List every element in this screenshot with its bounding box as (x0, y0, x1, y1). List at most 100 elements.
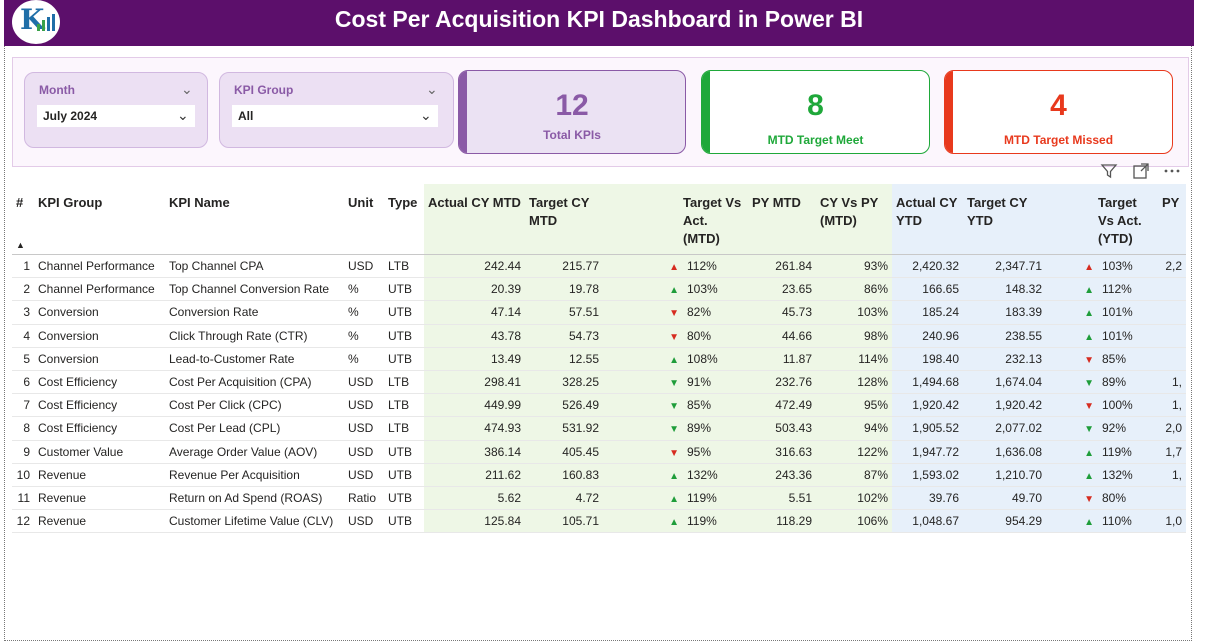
table-row[interactable]: 1 Channel Performance Top Channel CPA USD LT… (12, 254, 1186, 279)
month-dropdown[interactable]: July 2024 ⌄ (37, 105, 195, 127)
cell-tgt-mtd: 405.45 (525, 440, 603, 464)
cell-py-mtd: 45.73 (748, 300, 816, 325)
cell-act-mtd: 242.44 (424, 254, 525, 279)
col-header-actual-cy-ytd[interactable]: Actual CY YTD (892, 184, 963, 255)
col-header-kpi-group[interactable]: KPI Group (34, 184, 165, 255)
arrow-up-icon: ▲ (1084, 285, 1094, 297)
table-row[interactable]: 9 Customer Value Average Order Value (AOV)… (12, 440, 1186, 464)
cell-py-mtd: 118.29 (748, 509, 816, 534)
cell-n: 8 (12, 416, 34, 441)
col-header-kpi-name[interactable]: KPI Name (165, 184, 344, 255)
cell-target-vs-act-ytd: ▼ 100% (1046, 393, 1158, 418)
col-header-index[interactable]: # ▲ (12, 184, 34, 255)
col-header-py[interactable]: PY (1158, 184, 1186, 255)
cell-group: Revenue (34, 509, 165, 534)
chevron-down-icon[interactable]: ⌄ (420, 107, 432, 123)
cell-cy-py: 87% (816, 463, 892, 487)
page-title: Cost Per Acquisition KPI Dashboard in Po… (334, 6, 864, 32)
chevron-down-icon[interactable]: ⌄ (181, 81, 193, 97)
arrow-down-icon: ▼ (1084, 424, 1094, 436)
kpi-table: # ▲ KPI Group KPI Name Unit Type Actual C… (12, 184, 1186, 544)
cell-unit: USD (344, 463, 384, 487)
card-accent (459, 71, 467, 153)
kpi-table-grid: # ▲ KPI Group KPI Name Unit Type Actual C… (12, 184, 1186, 534)
table-row[interactable]: 6 Cost Efficiency Cost Per Acquisition (CP… (12, 370, 1186, 395)
more-options-icon[interactable] (1162, 162, 1182, 180)
cell-tgt-mtd: 105.71 (525, 509, 603, 534)
cell-cy-py: 128% (816, 370, 892, 395)
cell-target-vs-act-mtd: ▼ 95% (603, 440, 748, 464)
focus-mode-icon[interactable] (1132, 162, 1150, 180)
table-row[interactable]: 11 Revenue Return on Ad Spend (ROAS) Ratio U… (12, 486, 1186, 511)
col-header-target-cy-ytd[interactable]: Target CY YTD (963, 184, 1046, 255)
cell-tgt-mtd: 328.25 (525, 370, 603, 395)
arrow-up-icon: ▲ (669, 493, 679, 505)
cell-tgt-mtd: 57.51 (525, 300, 603, 325)
cell-group: Cost Efficiency (34, 393, 165, 418)
cell-name: Cost Per Lead (CPL) (165, 416, 344, 441)
month-slicer[interactable]: Month ⌄ July 2024 ⌄ (24, 72, 208, 148)
cell-tgt-mtd: 12.55 (525, 347, 603, 371)
table-row[interactable]: 8 Cost Efficiency Cost Per Lead (CPL) USD LT… (12, 416, 1186, 441)
pct-value: 112% (1102, 282, 1132, 297)
cell-tgt-ytd: 183.39 (963, 300, 1046, 325)
chevron-down-icon[interactable]: ⌄ (177, 107, 189, 123)
cell-py: 1, (1158, 370, 1186, 395)
cell-act-ytd: 1,920.42 (892, 393, 963, 418)
cell-act-ytd: 1,494.68 (892, 370, 963, 395)
col-header-target-vs-act-ytd[interactable]: Target Vs Act. (YTD) (1046, 184, 1158, 255)
cell-group: Channel Performance (34, 277, 165, 302)
table-row[interactable]: 10 Revenue Revenue Per Acquisition USD UTB 21… (12, 463, 1186, 487)
cell-unit: USD (344, 393, 384, 418)
col-header-actual-cy-mtd[interactable]: Actual CY MTD (424, 184, 525, 255)
kpi-group-slicer[interactable]: KPI Group ⌄ All ⌄ (219, 72, 454, 148)
cell-target-vs-act-mtd: ▲ 103% (603, 277, 748, 302)
mtd-target-meet-value: 8 (807, 89, 824, 122)
filter-icon[interactable] (1100, 162, 1118, 180)
col-header-cy-vs-py-mtd[interactable]: CY Vs PY (MTD) (816, 184, 892, 255)
cell-cy-py: 106% (816, 509, 892, 534)
cell-cy-py: 94% (816, 416, 892, 441)
col-header-py-mtd[interactable]: PY MTD (748, 184, 816, 255)
cell-target-vs-act-ytd: ▼ 85% (1046, 347, 1158, 371)
cell-py (1158, 347, 1186, 371)
total-kpis-card: 12 Total KPIs (458, 70, 686, 154)
cell-tgt-mtd: 19.78 (525, 277, 603, 302)
cell-cy-py: 114% (816, 347, 892, 371)
table-row[interactable]: 7 Cost Efficiency Cost Per Click (CPC) USD L… (12, 393, 1186, 418)
table-row[interactable]: 5 Conversion Lead-to-Customer Rate% UTB 13.4… (12, 347, 1186, 371)
cell-tgt-ytd: 238.55 (963, 324, 1046, 348)
card-accent (945, 71, 953, 153)
kpi-group-dropdown[interactable]: All ⌄ (232, 105, 438, 127)
table-row[interactable]: 4 Conversion Click Through Rate (CTR)% UTB 4… (12, 324, 1186, 348)
cell-type: UTB (384, 347, 424, 371)
sort-ascending-icon[interactable]: ▲ (16, 240, 25, 250)
cell-tgt-ytd: 1,210.70 (963, 463, 1046, 487)
cell-tgt-mtd: 160.83 (525, 463, 603, 487)
table-row[interactable]: 2 Channel Performance Top Channel Conversi… (12, 277, 1186, 302)
cell-py (1158, 300, 1186, 325)
cell-n: 10 (12, 463, 34, 487)
col-header-target-cy-mtd[interactable]: Target CY MTD (525, 184, 603, 255)
col-header-target-vs-act-mtd[interactable]: Target Vs Act. (MTD) (603, 184, 748, 255)
cell-type: UTB (384, 463, 424, 487)
cell-py-mtd: 243.36 (748, 463, 816, 487)
logo: K (12, 0, 60, 44)
cell-tgt-ytd: 148.32 (963, 277, 1046, 302)
cell-act-ytd: 198.40 (892, 347, 963, 371)
cell-act-mtd: 211.62 (424, 463, 525, 487)
pct-value: 92% (1102, 421, 1127, 436)
table-row[interactable]: 3 Conversion Conversion Rate% UTB 47.14 57.51… (12, 300, 1186, 325)
cell-target-vs-act-ytd: ▼ 89% (1046, 370, 1158, 395)
col-header-type[interactable]: Type (384, 184, 424, 255)
pct-value: 101% (1102, 305, 1133, 320)
chevron-down-icon[interactable]: ⌄ (426, 81, 438, 97)
col-header-unit[interactable]: Unit (344, 184, 384, 255)
cell-target-vs-act-mtd: ▲ 119% (603, 486, 748, 511)
cell-cy-py: 98% (816, 324, 892, 348)
pct-value: 112% (687, 259, 717, 274)
cell-target-vs-act-mtd: ▲ 108% (603, 347, 748, 371)
cell-tgt-ytd: 954.29 (963, 509, 1046, 534)
arrow-up-icon: ▲ (1084, 308, 1094, 320)
table-row[interactable]: 12 Revenue Customer Lifetime Value (CLV) US… (12, 509, 1186, 534)
